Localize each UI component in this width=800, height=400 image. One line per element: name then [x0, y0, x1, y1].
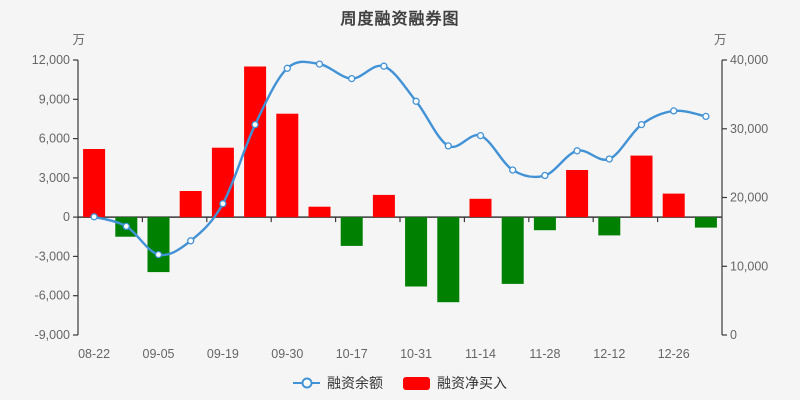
line-marker[interactable] [380, 62, 388, 70]
line-marker[interactable] [315, 60, 324, 68]
bar[interactable] [469, 198, 492, 218]
open-circle-icon [301, 377, 312, 389]
bar-series-marker-icon [403, 376, 430, 390]
legend-label-netbuy: 融资净买入 [437, 375, 507, 391]
line-marker[interactable] [637, 120, 646, 129]
bar[interactable] [179, 191, 202, 218]
x-axis-label: 10-17 [336, 347, 368, 361]
line-marker[interactable] [444, 142, 452, 150]
bar[interactable] [437, 217, 460, 303]
legend-item-balance[interactable]: 融资余额 [293, 373, 383, 393]
bar[interactable] [501, 217, 524, 284]
bar[interactable] [276, 113, 299, 218]
left-axis-tick-label: 12,000 [32, 53, 70, 67]
x-axis-label: 08-22 [78, 347, 110, 361]
legend: 融资余额 融资净买入 [0, 373, 800, 393]
left-axis-tick-label: 9,000 [39, 92, 70, 106]
line-marker[interactable] [476, 131, 485, 140]
bar[interactable] [244, 66, 267, 218]
chart-title: 周度融资融券图 [340, 11, 460, 28]
line-marker[interactable] [573, 147, 581, 155]
line-marker[interactable] [605, 155, 613, 163]
line-marker[interactable] [702, 112, 710, 121]
left-axis-tick-label: -6,000 [35, 289, 70, 303]
bar[interactable] [83, 149, 106, 218]
line-marker[interactable] [412, 97, 420, 105]
line-marker[interactable] [670, 107, 678, 115]
x-axis-label: 09-05 [143, 347, 175, 361]
bar[interactable] [405, 217, 428, 287]
x-axis-label: 12-26 [658, 347, 690, 361]
legend-label-balance: 融资余额 [327, 375, 383, 391]
x-axis-label: 09-19 [207, 347, 239, 361]
bar[interactable] [211, 147, 234, 218]
line-marker[interactable] [90, 213, 98, 221]
left-axis-tick-label: 0 [63, 210, 70, 224]
line-marker[interactable] [348, 74, 356, 83]
right-axis-tick-label: 30,000 [730, 122, 768, 136]
right-axis-tick-label: 10,000 [730, 259, 768, 273]
line-marker[interactable] [187, 237, 195, 245]
left-axis-tick-label: 6,000 [39, 132, 70, 146]
legend-item-netbuy[interactable]: 融资净买入 [403, 373, 507, 393]
left-axis-unit: 万 [72, 33, 85, 47]
line-marker[interactable] [219, 200, 227, 208]
x-axis-label: 10-31 [400, 347, 432, 361]
bar[interactable] [662, 193, 685, 218]
left-axis-tick-label: 3,000 [39, 171, 70, 185]
bar[interactable] [598, 217, 621, 236]
x-axis-label: 12-12 [593, 347, 625, 361]
line-marker[interactable] [283, 64, 291, 72]
line-marker[interactable] [509, 166, 517, 174]
axes: 12,000 9,000 6,000 3,000 0 -3,000 -6,000 -9,000… [32, 33, 769, 361]
bar[interactable] [694, 217, 717, 228]
line-marker[interactable] [251, 120, 259, 129]
right-axis-tick-label: 20,000 [730, 191, 768, 205]
x-axis-label: 09-30 [271, 347, 303, 361]
x-axis-label: 11-28 [529, 347, 560, 361]
bar[interactable] [533, 217, 556, 231]
left-axis-tick-label: -3,000 [35, 249, 70, 263]
balance-line [92, 60, 708, 257]
bar[interactable] [308, 206, 331, 218]
right-axis-unit: 万 [714, 33, 727, 47]
line-marker[interactable] [541, 171, 549, 180]
line-marker[interactable] [122, 222, 130, 231]
x-axis-label: 11-14 [465, 347, 496, 361]
bar-series [83, 66, 717, 303]
bar[interactable] [630, 155, 653, 218]
line-series-marker-icon [293, 377, 320, 389]
bar[interactable] [372, 194, 395, 218]
right-axis-tick-label: 40,000 [730, 53, 768, 67]
left-axis-tick-label: -9,000 [35, 328, 70, 342]
line-markers [90, 60, 710, 259]
bar[interactable] [566, 170, 589, 218]
line-marker[interactable] [154, 250, 163, 259]
bar[interactable] [147, 217, 170, 273]
right-axis-tick-label: 0 [730, 328, 737, 342]
bar[interactable] [340, 217, 363, 246]
